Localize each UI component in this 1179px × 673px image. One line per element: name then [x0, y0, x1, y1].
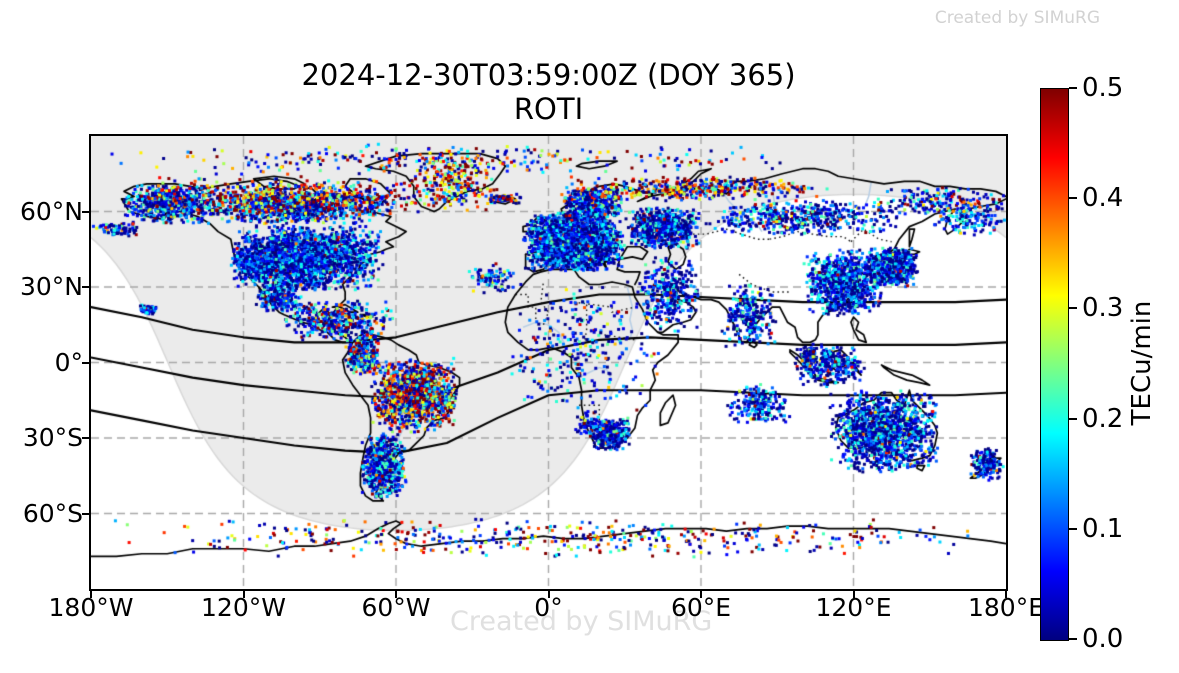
x-tick-mark [700, 591, 702, 598]
watermark-bottom: Created by SIMuRG [450, 606, 713, 637]
colorbar-tick-mark [1069, 87, 1077, 89]
x-tick-label: 120°W [201, 593, 286, 622]
colorbar-tick-mark [1069, 638, 1077, 640]
y-tick-mark [82, 512, 89, 515]
x-tick-mark [852, 591, 855, 598]
y-tick-mark [82, 437, 89, 439]
colorbar-tick-label: 0.0 [1082, 624, 1124, 654]
x-tick-mark [547, 591, 550, 598]
y-tick-label: 60°N [19, 196, 83, 226]
y-tick-mark [82, 286, 89, 288]
x-tick-label: 180°W [48, 593, 134, 622]
colorbar [1040, 88, 1069, 641]
colorbar-tick-label: 0.4 [1082, 183, 1124, 214]
x-tick-mark [1005, 591, 1007, 598]
watermark-top-right: Created by SIMuRG [934, 8, 1100, 28]
x-tick-label: 120°E [815, 593, 892, 622]
y-tick-mark [82, 210, 89, 213]
colorbar-tick-label: 0.5 [1082, 73, 1124, 103]
colorbar-tick-label: 0.3 [1082, 293, 1124, 324]
plot-title-parameter: ROTI [513, 92, 584, 126]
roti-world-map-canvas [91, 136, 1006, 589]
x-tick-mark [90, 591, 92, 598]
map-plot-frame [89, 134, 1008, 591]
colorbar-tick-mark [1069, 417, 1077, 420]
colorbar-axis-label: TECu/min [1127, 300, 1157, 426]
y-tick-mark [82, 361, 89, 364]
colorbar-tick-mark [1069, 197, 1077, 200]
colorbar-tick-mark [1069, 527, 1077, 530]
plot-title-datetime: 2024-12-30T03:59:00Z (DOY 365) [301, 58, 796, 92]
colorbar-tick-label: 0.2 [1082, 403, 1124, 434]
y-tick-label: 60°S [22, 498, 83, 528]
y-tick-label: 0° [54, 347, 83, 377]
y-tick-label: 30°N [19, 272, 83, 301]
x-tick-mark [242, 591, 245, 598]
colorbar-tick-mark [1069, 307, 1077, 310]
colorbar-tick-label: 0.1 [1082, 513, 1124, 544]
y-tick-label: 30°S [22, 423, 83, 452]
x-tick-mark [395, 591, 397, 598]
